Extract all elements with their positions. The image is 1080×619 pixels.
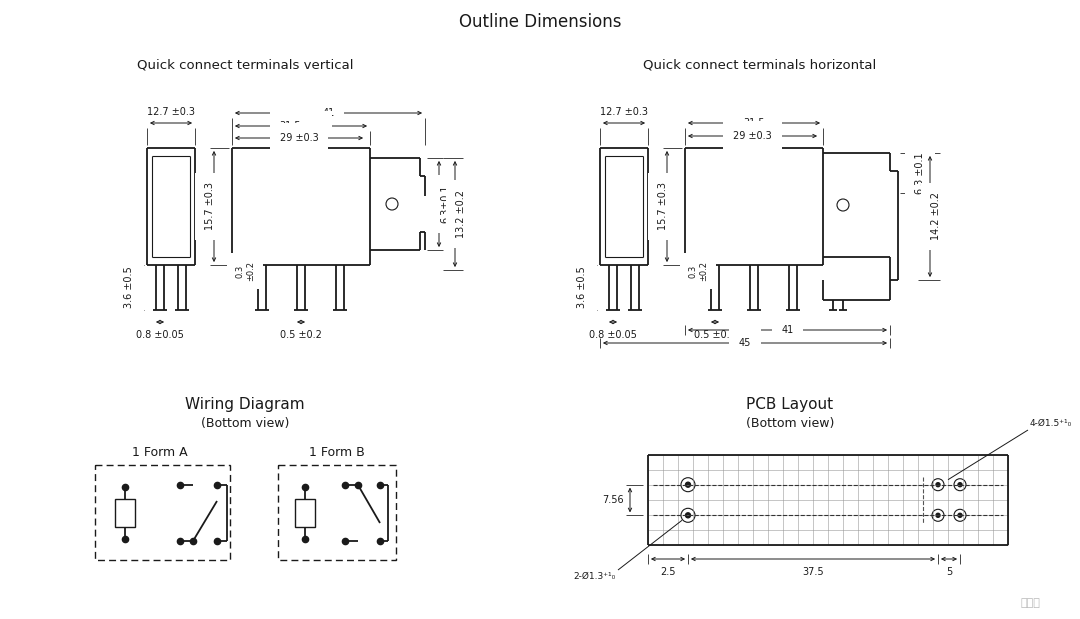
Text: 0.5 ±0.2: 0.5 ±0.2: [280, 330, 322, 340]
Text: 29 ±0.3: 29 ±0.3: [733, 131, 772, 141]
FancyBboxPatch shape: [95, 465, 230, 560]
Circle shape: [936, 513, 940, 517]
Text: Quick connect terminals horizontal: Quick connect terminals horizontal: [644, 59, 877, 72]
Circle shape: [936, 483, 940, 487]
Text: Outline Dimensions: Outline Dimensions: [459, 13, 621, 31]
Text: 0.5 ±0.2: 0.5 ±0.2: [694, 330, 735, 340]
Text: (Bottom view): (Bottom view): [201, 417, 289, 430]
Text: 29 ±0.3: 29 ±0.3: [280, 133, 319, 143]
FancyBboxPatch shape: [278, 465, 396, 560]
Text: 12.7 ±0.3: 12.7 ±0.3: [147, 107, 195, 117]
Circle shape: [958, 513, 962, 517]
Text: 5: 5: [946, 567, 953, 577]
Text: 1 Form B: 1 Form B: [309, 446, 365, 459]
Text: 7.56: 7.56: [603, 495, 624, 505]
Text: 3.6 ±0.5: 3.6 ±0.5: [577, 267, 588, 308]
Circle shape: [686, 513, 690, 518]
Text: 12.7 ±0.3: 12.7 ±0.3: [600, 107, 648, 117]
Text: 37.5: 37.5: [802, 567, 824, 577]
Text: 15.7 ±0.3: 15.7 ±0.3: [658, 183, 669, 230]
Text: 2.5: 2.5: [660, 567, 676, 577]
Text: 15.7 ±0.3: 15.7 ±0.3: [205, 183, 215, 230]
Text: 45: 45: [739, 338, 752, 348]
Bar: [295, 499, 315, 527]
Text: 3.6 ±0.5: 3.6 ±0.5: [124, 267, 134, 308]
Text: 値得买: 値得买: [1021, 598, 1040, 608]
Text: 4-Ø1.5⁺¹₀: 4-Ø1.5⁺¹₀: [1030, 419, 1072, 428]
Text: 13.2 ±0.2: 13.2 ±0.2: [456, 190, 465, 238]
Text: 31.5: 31.5: [743, 118, 765, 128]
Text: 0.8 ±0.05: 0.8 ±0.05: [589, 330, 637, 340]
Text: 41: 41: [322, 108, 335, 118]
Text: 0.3
±0.2: 0.3 ±0.2: [688, 261, 707, 281]
Text: 6.3 ±0.1: 6.3 ±0.1: [915, 152, 924, 194]
Text: 0.8 ±0.05: 0.8 ±0.05: [136, 330, 184, 340]
Text: 2-Ø1.3⁺¹₀: 2-Ø1.3⁺¹₀: [573, 572, 616, 581]
Text: PCB Layout: PCB Layout: [746, 397, 834, 412]
Text: 41: 41: [781, 325, 794, 335]
Circle shape: [686, 482, 690, 487]
Bar: [114, 499, 135, 527]
Text: 31.5max: 31.5max: [280, 121, 322, 131]
Circle shape: [958, 483, 962, 487]
Text: 0.3
±0.2: 0.3 ±0.2: [235, 261, 255, 281]
Text: (Bottom view): (Bottom view): [746, 417, 834, 430]
Text: 14.2 ±0.2: 14.2 ±0.2: [931, 193, 941, 241]
Text: 1 Form A: 1 Form A: [132, 446, 188, 459]
Text: 6.3±0.1: 6.3±0.1: [440, 184, 450, 223]
Text: Wiring Diagram: Wiring Diagram: [185, 397, 305, 412]
Text: Quick connect terminals vertical: Quick connect terminals vertical: [137, 59, 353, 72]
